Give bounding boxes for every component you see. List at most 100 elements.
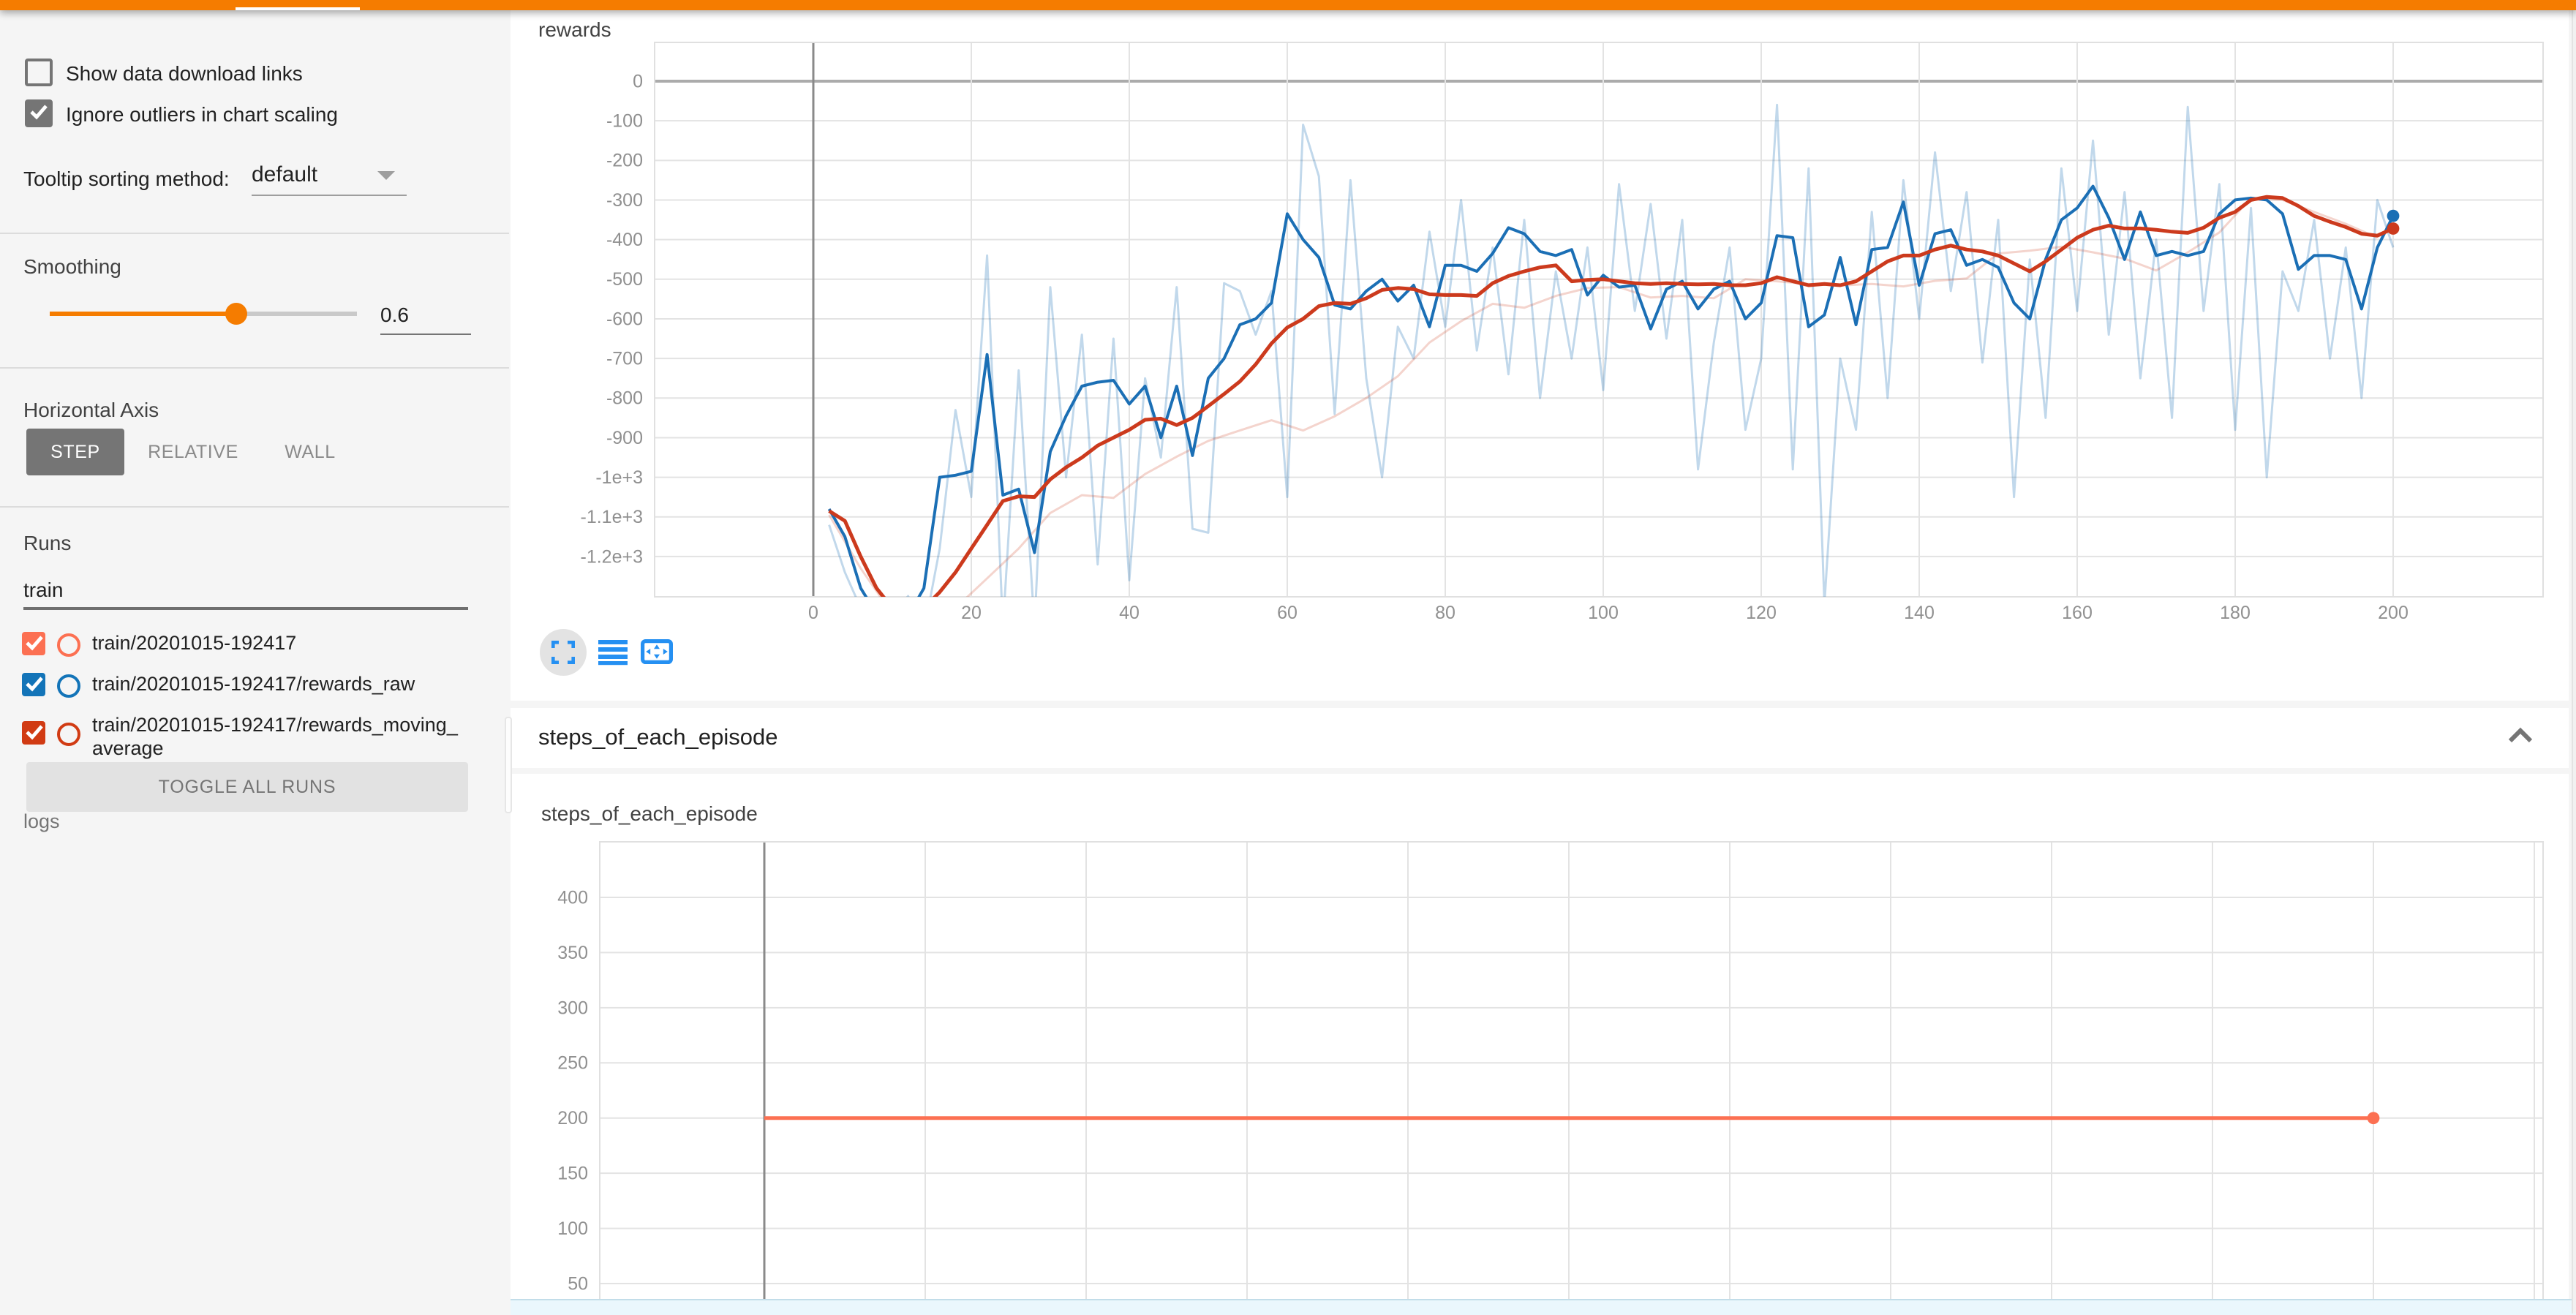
run-checkbox[interactable] — [22, 673, 45, 696]
smoothing-value-underline — [380, 334, 471, 335]
app-header-bar — [0, 0, 2576, 10]
x-tick-label: 160 — [2061, 602, 2092, 622]
y-tick-label: 350 — [557, 942, 587, 962]
run-radio[interactable] — [57, 722, 80, 745]
y-tick-label: -800 — [606, 388, 642, 408]
axis-wall-button[interactable]: WALL — [285, 442, 336, 462]
x-tick-label: 40 — [1118, 602, 1139, 622]
smoothing-slider-thumb[interactable] — [225, 303, 247, 325]
series-endpoint-dot — [2386, 222, 2399, 234]
run-checkbox[interactable] — [22, 632, 45, 655]
y-tick-label: -500 — [606, 268, 642, 289]
section-title: steps_of_each_episode — [538, 725, 778, 750]
show-data-download-links-checkbox[interactable] — [25, 59, 53, 86]
y-tick-label: 200 — [557, 1107, 587, 1128]
series-line — [827, 196, 2378, 596]
x-tick-label: 20 — [960, 602, 981, 622]
toggle-all-runs-button[interactable]: TOGGLE ALL RUNS — [26, 762, 468, 812]
chevron-up-icon — [2507, 726, 2532, 742]
y-tick-label: 400 — [557, 886, 587, 907]
ignore-outliers-label: Ignore outliers in chart scaling — [66, 102, 338, 125]
y-tick-label: 250 — [557, 1052, 587, 1073]
tooltip-sorting-label: Tooltip sorting method: — [23, 167, 230, 190]
ignore-outliers-row[interactable]: Ignore outliers in chart scaling — [25, 99, 338, 127]
y-tick-label: -1.1e+3 — [580, 506, 643, 527]
rewards-chart-card: rewards 0 -100 -200 -300 -400 -500 -600 -700 -80… — [510, 10, 2568, 701]
log-scale-icon — [598, 639, 628, 665]
y-tick-label: -300 — [606, 189, 642, 210]
show-data-download-links-label: Show data download links — [66, 61, 303, 84]
fit-domain-button[interactable] — [633, 628, 679, 675]
y-tick-label: 150 — [557, 1163, 587, 1183]
x-tick-label: 120 — [1745, 602, 1776, 622]
plot-border — [598, 840, 2543, 1309]
y-tick-label: -400 — [606, 229, 642, 249]
y-tick-label: 0 — [632, 70, 642, 91]
y-tick-label: -600 — [606, 308, 642, 328]
run-radio[interactable] — [57, 633, 80, 656]
run-label: train/20201015-192417/rewards_moving_ave… — [92, 714, 458, 758]
runs-filter-input[interactable]: train — [23, 578, 64, 601]
y-tick-label: -1e+3 — [595, 467, 642, 487]
x-tick-label: 100 — [1587, 602, 1618, 622]
runs-label: Runs — [23, 531, 72, 554]
steps-line-chart[interactable]: 400 350 300 250 200 150 100 50 — [510, 773, 2568, 1314]
run-label: train/20201015-192417 — [92, 632, 297, 654]
section-header-card[interactable]: steps_of_each_episode — [510, 707, 2568, 768]
ignore-outliers-checkbox[interactable] — [25, 99, 53, 127]
divider — [0, 232, 509, 233]
y-tick-label: -1.2e+3 — [580, 546, 643, 566]
smoothing-slider-fill — [50, 312, 236, 315]
run-row[interactable]: train/20201015-192417 — [22, 632, 467, 656]
horizontal-scrollbar[interactable] — [510, 1298, 2576, 1315]
scalars-dashboard: rewards 0 -100 -200 -300 -400 -500 -600 -700 -80… — [509, 10, 2576, 1314]
logs-path-label: logs — [23, 810, 60, 832]
y-tick-label: 100 — [557, 1218, 587, 1238]
fullscreen-icon — [551, 640, 574, 663]
runs-filter-underline — [23, 607, 468, 609]
axis-step-button[interactable]: STEP — [26, 429, 124, 475]
steps-chart-title: steps_of_each_episode — [541, 801, 758, 824]
fullscreen-button[interactable] — [539, 628, 586, 675]
series-endpoint-dot — [2386, 208, 2399, 222]
y-tick-label: -200 — [606, 150, 642, 170]
steps-chart-card: steps_of_each_episode 400 350 300 250 200 150… — [510, 773, 2568, 1314]
smoothing-label: Smoothing — [23, 255, 121, 278]
horizontal-axis-label: Horizontal Axis — [23, 398, 159, 421]
y-tick-label: -900 — [606, 427, 642, 448]
run-row[interactable]: train/20201015-192417/rewards_raw — [22, 673, 467, 697]
y-tick-label: -700 — [606, 348, 642, 369]
run-label: train/20201015-192417/rewards_raw — [92, 673, 415, 695]
run-row[interactable]: train/20201015-192417/rewards_moving_ave… — [22, 714, 467, 759]
series-line — [827, 102, 2394, 596]
tooltip-sorting-dropdown[interactable]: default — [252, 162, 318, 187]
rewards-line-chart[interactable]: 0 -100 -200 -300 -400 -500 -600 -700 -800 -900 -1e… — [510, 10, 2568, 701]
vertical-scrollbar[interactable] — [2571, 10, 2576, 1314]
settings-sidebar: Show data download links Ignore outliers… — [0, 10, 512, 1314]
collapse-section-button[interactable] — [2507, 725, 2533, 751]
run-checkbox[interactable] — [22, 721, 45, 745]
show-data-download-links-row[interactable]: Show data download links — [25, 59, 303, 86]
x-tick-label: 200 — [2377, 602, 2408, 622]
smoothing-value-input[interactable]: 0.6 — [380, 303, 409, 326]
x-tick-label: 80 — [1434, 602, 1455, 622]
y-tick-label: 300 — [557, 997, 587, 1017]
active-tab-indicator — [236, 7, 360, 10]
divider — [0, 366, 509, 368]
fit-domain-icon — [640, 639, 672, 664]
y-tick-label: -100 — [606, 110, 642, 131]
series-line — [827, 194, 2394, 596]
run-radio[interactable] — [57, 674, 80, 697]
rewards-chart-title: rewards — [538, 18, 611, 41]
y-tick-label: 50 — [567, 1273, 587, 1293]
x-tick-label: 60 — [1276, 602, 1297, 622]
tooltip-dropdown-underline — [251, 195, 406, 196]
chevron-down-icon[interactable] — [377, 171, 395, 180]
axis-relative-button[interactable]: RELATIVE — [148, 442, 238, 462]
x-tick-label: 0 — [807, 602, 818, 622]
plot-border — [653, 41, 2543, 597]
x-tick-label: 140 — [1903, 602, 1934, 622]
sidebar-scrollbar-thumb[interactable] — [504, 717, 512, 813]
log-scale-button[interactable] — [590, 628, 636, 675]
